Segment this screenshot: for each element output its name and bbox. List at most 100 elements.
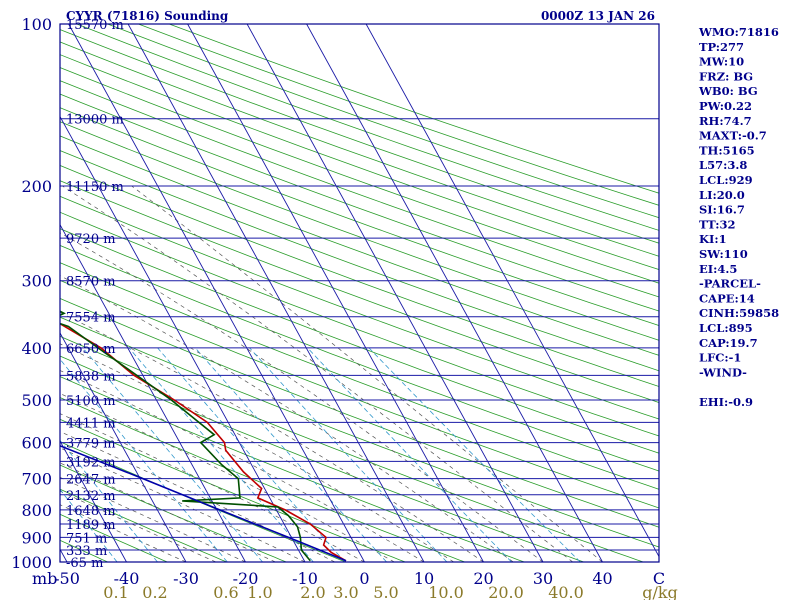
dewpoint-profile-line xyxy=(60,310,311,562)
mixing-ratio-tick-label: 10.0 xyxy=(428,583,464,600)
height-level-label: 3779 m xyxy=(66,437,116,452)
isotherm-line xyxy=(365,24,659,558)
temperature-profile-line xyxy=(60,322,347,562)
temperature-tick-label: -40 xyxy=(114,569,140,588)
chart-title-time: 0000Z 13 JAN 26 xyxy=(541,9,655,23)
height-level-label: 15570 m xyxy=(66,18,124,33)
height-level-label: 11150 m xyxy=(66,180,124,195)
isotherm-line xyxy=(60,223,246,562)
isotherm-line xyxy=(306,24,603,562)
stats-panel-line: SI:16.7 xyxy=(699,203,745,217)
temperature-tick-label: -20 xyxy=(233,569,259,588)
stats-panel-line: FRZ: BG xyxy=(699,69,753,83)
stats-panel-line: MW:10 xyxy=(699,55,744,69)
grid-lines xyxy=(60,24,659,562)
isotherm-line xyxy=(60,115,306,562)
temperature-tick-label: 0 xyxy=(359,569,369,588)
stats-panel-line: CINH:59858 xyxy=(699,306,779,320)
height-level-label: 333 m xyxy=(66,544,107,559)
temperature-tick-label: 40 xyxy=(592,569,612,588)
height-level-label: 1189 m xyxy=(66,518,116,533)
mixing-ratio-tick-label: 0.1 xyxy=(103,583,128,600)
pressure-tick-label: 200 xyxy=(21,177,52,196)
moist-adiabat-line xyxy=(60,504,187,562)
stats-panel-line: LFC:-1 xyxy=(699,351,741,365)
mixing-ratio-tick-label: 3.0 xyxy=(333,583,358,600)
moist-adiabat-line xyxy=(60,413,365,562)
stats-panel-line: LCL:929 xyxy=(699,173,753,187)
plot-frame xyxy=(59,23,660,563)
height-level-label: 2132 m xyxy=(66,489,116,504)
temperature-unit-label: C xyxy=(653,569,665,588)
isotherm-line xyxy=(68,24,365,562)
plot-area xyxy=(60,24,659,562)
stats-panel-line: CAPE:14 xyxy=(699,291,755,305)
chart-title-station: CYYR (71816) Sounding xyxy=(66,9,229,23)
pressure-tick-label: 900 xyxy=(21,528,52,547)
isotherm-line xyxy=(127,24,425,562)
temperature-tick-label: 10 xyxy=(414,569,434,588)
mixing-ratio-tick-label: 5.0 xyxy=(373,583,398,600)
pressure-tick-label: 700 xyxy=(21,470,52,489)
plot-border xyxy=(59,23,660,563)
stats-panel-line: -PARCEL- xyxy=(699,277,761,291)
mixing-ratio-tick-label: 1.0 xyxy=(247,583,272,600)
stats-panel-line: KI:1 xyxy=(699,232,727,246)
height-level-label: 5100 m xyxy=(66,394,116,409)
pressure-tick-label: 1000 xyxy=(11,553,52,572)
stats-panel-line: EI:4.5 xyxy=(699,262,737,276)
mixing-ratio-tick-label: 20.0 xyxy=(488,583,524,600)
pressure-tick-label: 400 xyxy=(21,339,52,358)
stats-panel-line: LCL:895 xyxy=(699,321,753,335)
moist-adiabat-line xyxy=(60,490,216,562)
stats-panel-line: TH:5165 xyxy=(699,143,755,157)
temperature-tick-label: -50 xyxy=(54,569,80,588)
moist-adiabat-line xyxy=(60,476,246,562)
mixing-ratio-tick-label: 0.6 xyxy=(213,583,238,600)
temperature-tick-label: -10 xyxy=(292,569,318,588)
stats-panel-line: L57:3.8 xyxy=(699,158,747,172)
stats-panel-line: EHI:-0.9 xyxy=(699,395,753,409)
isotherm-line xyxy=(60,440,127,562)
stats-panel-line: LI:20.0 xyxy=(699,188,745,202)
mixing-ratio-tick-label: 2.0 xyxy=(300,583,325,600)
pressure-tick-label: 500 xyxy=(21,391,52,410)
temperature-tick-label: 20 xyxy=(473,569,493,588)
temperature-tick-label: -30 xyxy=(173,569,199,588)
stats-panel-line: TP:277 xyxy=(699,40,744,54)
stats-panel-line: WB0: BG xyxy=(698,84,758,98)
height-level-label: 7554 m xyxy=(66,311,116,326)
height-level-label: 5838 m xyxy=(66,369,116,384)
stats-panel-line: WMO:71816 xyxy=(698,25,779,39)
height-level-label: 8570 m xyxy=(66,275,116,290)
pressure-tick-label: 600 xyxy=(21,434,52,453)
height-level-label: 4411 m xyxy=(66,416,116,431)
height-level-label: -65 m xyxy=(66,556,103,571)
stats-panel-line: TT:32 xyxy=(699,217,736,231)
stats-panel-line: CAP:19.7 xyxy=(699,336,758,350)
mixing-ratio-tick-label: 40.0 xyxy=(548,583,584,600)
axis-labels: CYYR (71816) Sounding 0000Z 13 JAN 26 10 0 2… xyxy=(11,9,779,602)
isotherm-line xyxy=(246,24,544,562)
plot-background xyxy=(60,24,659,562)
isotherm-line xyxy=(187,24,484,562)
sounding-series xyxy=(60,310,347,562)
mixing-ratio-tick-label: 0.2 xyxy=(142,583,167,600)
height-level-label: 1648 m xyxy=(66,504,116,519)
temperature-tick-label: 30 xyxy=(533,569,553,588)
moist-adiabat-line xyxy=(131,185,603,562)
stats-panel-line: PW:0.22 xyxy=(699,99,752,113)
height-level-label: 3192 m xyxy=(66,455,116,470)
height-level-label: 9720 m xyxy=(66,232,116,247)
height-level-label: 13000 m xyxy=(66,113,124,128)
stats-panel-line: -WIND- xyxy=(699,365,747,379)
height-level-label: 6650 m xyxy=(66,342,116,357)
height-level-label: 2647 m xyxy=(66,473,116,488)
stats-panel-line: RH:74.7 xyxy=(699,114,752,128)
pressure-tick-label: 300 xyxy=(21,272,52,291)
mixing-ratio-unit-label: g/kg xyxy=(642,583,678,600)
stats-panel-line: SW:110 xyxy=(699,247,748,261)
isotherm-line xyxy=(60,331,187,562)
